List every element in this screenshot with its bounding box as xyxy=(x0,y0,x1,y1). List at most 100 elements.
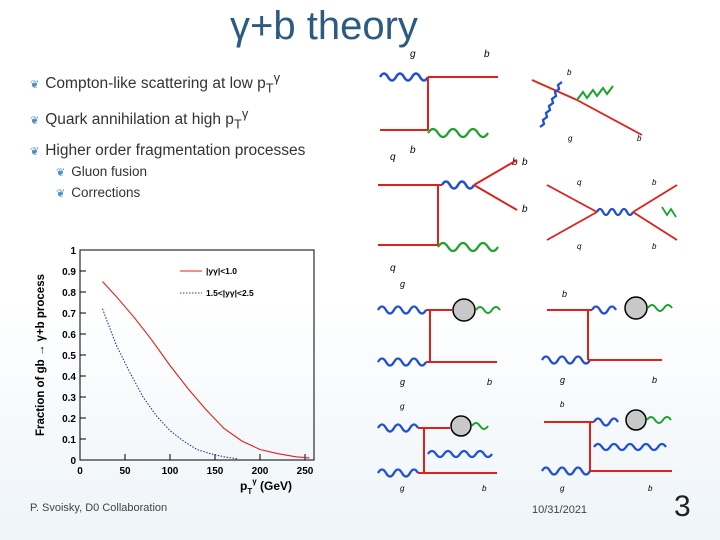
gluon-line xyxy=(593,442,667,452)
footer-date: 10/31/2021 xyxy=(532,504,588,516)
label-g: g xyxy=(400,402,405,411)
label-b: b xyxy=(560,400,565,409)
bullet-marker-icon: ❦ xyxy=(30,146,40,158)
fragmentation-blob xyxy=(625,409,647,431)
bullet-marker-icon: ❦ xyxy=(30,79,40,92)
quark-line xyxy=(632,184,678,213)
y-tick-label: 0.7 xyxy=(62,309,76,320)
label-b: b xyxy=(487,377,492,387)
page-number: 3 xyxy=(674,490,691,523)
photon-line xyxy=(576,85,614,101)
gluon-line xyxy=(541,355,591,365)
diagram-compton: g b q b b xyxy=(378,49,518,168)
label-b: b xyxy=(567,68,572,77)
label-b: b xyxy=(522,204,528,215)
fragmentation-blob xyxy=(624,296,648,320)
gluon-line xyxy=(377,468,419,478)
bullet-compton: ❦ Compton-like scattering at low pTγ xyxy=(30,70,280,95)
chart-legend: |yγ|<1.0 1.5<|yγ|<2.5 xyxy=(180,266,254,298)
gluon-line xyxy=(593,417,619,427)
fragmentation-blob xyxy=(450,415,472,437)
label-b: b xyxy=(652,242,657,251)
bullet-sup: γ xyxy=(241,106,249,121)
bullet-annihilation: ❦ Quark annihilation at high pTγ xyxy=(30,106,248,131)
y-tick-label: 0.9 xyxy=(62,267,76,278)
y-tick-label: 0.5 xyxy=(62,351,76,362)
label-b: b xyxy=(652,178,657,187)
bullet-text: Compton-like scattering at low p xyxy=(45,75,266,93)
y-tick-label: 0.3 xyxy=(62,393,76,404)
series-line-1 xyxy=(102,281,310,459)
x-tick-label: 0 xyxy=(77,466,83,477)
fragmentation-blob xyxy=(452,298,476,322)
diagram-correction-left: g g b xyxy=(377,402,497,493)
diagram-correction-right: b g b xyxy=(541,400,672,493)
chart-frame xyxy=(79,249,315,461)
y-tick-label: 0.1 xyxy=(62,435,76,446)
quark-line xyxy=(473,184,518,211)
label-b: b xyxy=(482,484,487,493)
quark-line xyxy=(473,159,518,186)
diagram-gluon-fusion-left: g g b xyxy=(377,279,501,387)
gluon-line xyxy=(378,72,430,82)
legend-label: 1.5<|yγ|<2.5 xyxy=(206,288,254,298)
gluon-line xyxy=(377,357,427,367)
gluon-line xyxy=(541,466,591,476)
gluon-line xyxy=(377,423,419,433)
footer-author: P. Svoisky, D0 Collaboration xyxy=(30,502,168,514)
y-tick-label: 0.8 xyxy=(62,288,76,299)
label-g: g xyxy=(410,49,416,60)
label-b: b xyxy=(562,289,567,299)
gluon-line xyxy=(427,449,493,459)
subbullet-text: Corrections xyxy=(71,185,141,200)
gluon-line xyxy=(591,305,617,315)
subbullet-marker-icon: ❦ xyxy=(56,188,66,200)
gluon-line xyxy=(539,81,563,128)
label-b: b xyxy=(512,157,518,168)
legend-label: |yγ|<1.0 xyxy=(206,266,237,276)
quark-line xyxy=(546,184,598,213)
bullet-fragmentation: ❦ Higher order fragmentation processes xyxy=(30,142,305,160)
label-b: b xyxy=(522,157,528,168)
subbullet-corrections: ❦ Corrections xyxy=(56,185,140,200)
x-tick-label: 200 xyxy=(252,466,269,477)
label-b: b xyxy=(410,145,416,156)
x-tick-label: 250 xyxy=(297,466,314,477)
y-axis-label: Fraction of gb → γ+b process xyxy=(35,274,47,436)
photon-line xyxy=(427,127,489,139)
diagram-compton-s: b g b xyxy=(531,68,643,143)
label-b: b xyxy=(484,49,490,60)
label-b: b xyxy=(637,134,642,143)
label-q: q xyxy=(577,178,582,187)
quark-line xyxy=(531,79,578,101)
gluon-line xyxy=(440,180,476,190)
x-axis-label: pTγ (GeV) xyxy=(240,477,292,496)
y-tick-label: 1 xyxy=(70,246,76,257)
photon-line xyxy=(647,304,673,312)
bullet-sub: T xyxy=(265,80,274,96)
bullet-sub: T xyxy=(233,116,242,132)
label-g: g xyxy=(400,484,405,493)
y-tick-label: 0.4 xyxy=(62,372,76,383)
slide-title: γ+b theory xyxy=(230,4,418,48)
gluon-line xyxy=(377,305,427,315)
bullet-sup: γ xyxy=(273,70,281,85)
label-q: q xyxy=(577,242,582,251)
chart-series xyxy=(101,281,310,460)
bullet-text: Higher order fragmentation processes xyxy=(45,142,306,159)
label-g: g xyxy=(400,279,405,289)
fraction-chart: 0 0.1 0.2 0.3 0.4 0.5 0.6 0.7 0.8 0.9 1 0 50 100 150 2… xyxy=(35,246,315,496)
photon-line xyxy=(646,416,672,424)
series-line-2 xyxy=(101,308,238,460)
label-g: g xyxy=(560,375,565,385)
photon-line xyxy=(437,241,499,253)
gluon-line xyxy=(595,207,635,217)
label-q: q xyxy=(390,263,396,274)
x-tick-label: 50 xyxy=(119,466,131,477)
y-tick-label: 0.6 xyxy=(62,330,76,341)
diagram-annihilation-s: q b q b xyxy=(546,178,678,251)
quark-line xyxy=(546,211,598,241)
subbullet-text: Gluon fusion xyxy=(71,164,148,179)
label-b: b xyxy=(652,375,657,385)
bullet-text: Quark annihilation at high p xyxy=(45,111,234,129)
